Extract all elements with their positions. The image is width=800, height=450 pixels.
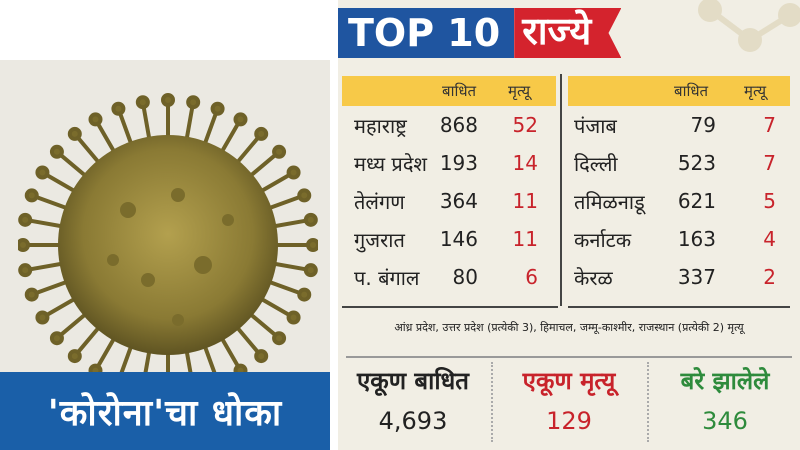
column-divider (560, 74, 562, 306)
virus-illustration-panel (0, 60, 330, 450)
header-deaths: मृत्यू (508, 82, 531, 100)
total-affected: एकूण बाधित 4,693 (338, 364, 488, 435)
death-count: 7 (763, 151, 776, 175)
table-bottom-rule (342, 306, 558, 308)
state-name: गुजरात (354, 227, 405, 252)
affected-count: 364 (439, 189, 478, 213)
affected-count: 163 (677, 227, 716, 251)
title: TOP 10 राज्ये (338, 8, 622, 58)
total-recovered-label: बरे झालेले (680, 367, 770, 395)
coronavirus-icon (18, 93, 318, 397)
total-recovered-value: 346 (702, 407, 748, 435)
death-count: 52 (512, 113, 538, 137)
total-deaths-value: 129 (546, 407, 592, 435)
state-name: प. बंगाल (354, 265, 420, 290)
affected-count: 146 (439, 227, 478, 251)
header-affected: बाधित (674, 82, 709, 100)
totals-separator (491, 362, 493, 442)
table-row: मध्य प्रदेश 193 14 (342, 144, 556, 182)
death-count: 14 (512, 151, 538, 175)
table-row: प. बंगाल 80 6 (342, 258, 556, 296)
death-count: 5 (763, 189, 776, 213)
affected-count: 868 (439, 113, 478, 137)
affected-count: 193 (439, 151, 478, 175)
state-name: तमिळनाडू (574, 189, 645, 214)
state-name: दिल्ली (574, 151, 618, 176)
table-row: दिल्ली 523 7 (568, 144, 790, 182)
header-deaths: मृत्यू (744, 82, 767, 100)
state-name: पंजाब (574, 113, 617, 138)
right-table: बाधित मृत्यू पंजाब 79 7 दिल्ली 523 7 तमि… (568, 76, 790, 296)
table-row: पंजाब 79 7 (568, 106, 790, 144)
title-top10: TOP 10 (338, 8, 515, 58)
affected-count: 621 (677, 189, 716, 213)
affected-count: 337 (677, 265, 716, 289)
left-table: बाधित मृत्यू महाराष्ट्र 868 52 मध्य प्रद… (342, 76, 556, 296)
state-name: तेलंगण (354, 189, 405, 214)
state-name: केरळ (574, 265, 613, 290)
table-row: केरळ 337 2 (568, 258, 790, 296)
banner-text: 'कोरोना'चा धोका (47, 392, 283, 434)
total-deaths: एकूण मृत्यू 129 (494, 364, 644, 435)
molecule-decoration-icon (698, 0, 800, 52)
table-row: तेलंगण 364 11 (342, 182, 556, 220)
corona-danger-banner: 'कोरोना'चा धोका (0, 372, 330, 450)
death-count: 4 (763, 227, 776, 251)
table-row: गुजरात 146 11 (342, 220, 556, 258)
death-count: 11 (512, 227, 538, 251)
header-affected: बाधित (442, 82, 477, 100)
totals-divider (346, 356, 792, 358)
total-affected-value: 4,693 (378, 407, 448, 435)
top-states-panel: TOP 10 राज्ये बाधित मृत्यू महाराष्ट्र 86… (338, 0, 800, 450)
affected-count: 523 (677, 151, 716, 175)
death-count: 6 (525, 265, 538, 289)
affected-count: 80 (452, 265, 478, 289)
table-bottom-rule (568, 306, 790, 308)
state-name: मध्य प्रदेश (354, 151, 428, 176)
total-affected-label: एकूण बाधित (357, 367, 469, 395)
table-header: बाधित मृत्यू (568, 76, 790, 106)
totals-separator (647, 362, 649, 442)
death-count: 2 (763, 265, 776, 289)
affected-count: 79 (690, 113, 716, 137)
total-recovered: बरे झालेले 346 (650, 364, 800, 435)
state-name: कर्नाटक (574, 227, 632, 252)
death-count: 7 (763, 113, 776, 137)
table-header: बाधित मृत्यू (342, 76, 556, 106)
table-row: तमिळनाडू 621 5 (568, 182, 790, 220)
footnote: आंध्र प्रदेश, उत्तर प्रदेश (प्रत्येकी 3)… (394, 321, 744, 334)
table-row: महाराष्ट्र 868 52 (342, 106, 556, 144)
title-states: राज्ये (514, 8, 622, 58)
death-count: 11 (512, 189, 538, 213)
table-row: कर्नाटक 163 4 (568, 220, 790, 258)
state-name: महाराष्ट्र (354, 113, 407, 138)
total-deaths-label: एकूण मृत्यू (522, 367, 616, 395)
